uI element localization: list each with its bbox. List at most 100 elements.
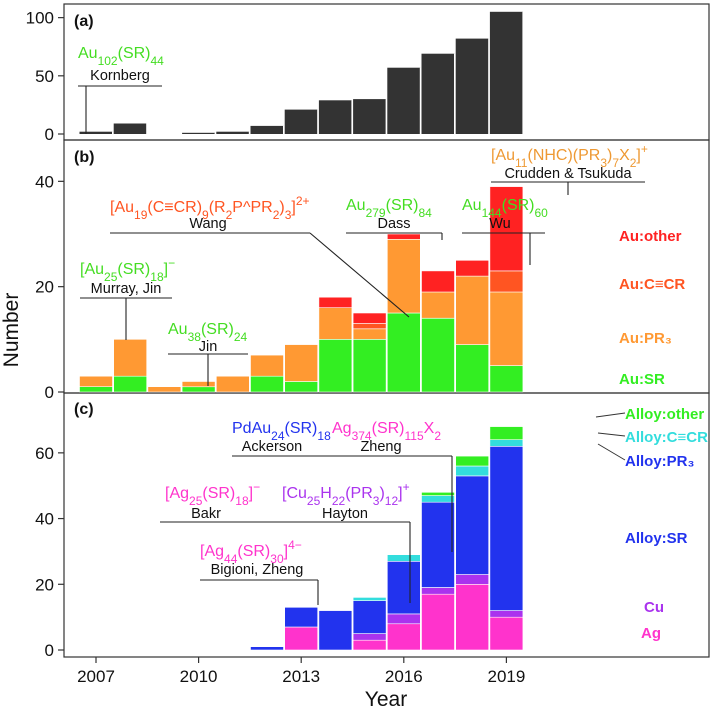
bar-au-pr3-2011 (216, 375, 250, 393)
bar-total-2011 (216, 131, 250, 134)
bar-cu-2016 (386, 613, 421, 625)
bar-au-pr3-2018 (455, 275, 490, 345)
annotation-formula: Ag374(SR)115X2 (332, 420, 441, 443)
bar-alloy-other-2019 (489, 426, 524, 441)
bar-au-pr3-2016 (386, 239, 421, 314)
annotation-caption: Wu (489, 216, 511, 232)
bar-ag-2016 (386, 623, 421, 651)
annotation-formula: [Ag44(SR)30]4− (200, 538, 302, 566)
bar-au-pr3-2010 (181, 381, 216, 388)
x-tick-label: 2013 (282, 667, 320, 686)
y-tick-label: 40 (35, 510, 54, 529)
y-tick-label: 0 (45, 125, 54, 144)
bar-total-2013 (284, 109, 318, 134)
bar-au-other-2014 (318, 296, 353, 309)
bar-au-sr-2010 (181, 386, 216, 393)
annotation-caption: Murray, Jin (91, 281, 162, 297)
x-axis-title: Year (365, 688, 407, 711)
y-tick-label: 0 (45, 383, 54, 402)
bar-au-sr-2019 (489, 365, 524, 393)
bar-alloy-c-cr-2016 (386, 554, 421, 562)
bar-cu-2018 (455, 574, 490, 585)
legend-entry: Ag (641, 625, 661, 642)
legends: Au:other Au:C≡CR Au:PR₃ Au:SR Alloy:other All… (595, 228, 708, 642)
panel-labels: (a) (b) (c) (74, 13, 94, 418)
legend-entry: Alloy:other (625, 406, 704, 423)
bar-au-pr3-2019 (489, 291, 524, 366)
bar-au-other-2016 (386, 233, 421, 240)
annotation-formula: [Cu25H22(PR3)12]+ (282, 480, 410, 508)
bar-alloy-c-cr-2015 (352, 597, 387, 602)
annotation-caption: Crudden & Tsukuda (504, 166, 632, 182)
panel-label: (a) (74, 13, 94, 30)
bar-total-2010 (182, 132, 216, 134)
legend-entry: Au:other (619, 228, 682, 245)
annotation-formula: [Au19(C≡CR)9(R2P^PR2)3]2+ (110, 194, 310, 222)
bar-ag-2019 (489, 616, 524, 651)
annotation-formula: Au102(SR)44 (78, 45, 164, 68)
annotation-formula: [Au11(NHC)(PR3)7X2]+ (491, 142, 648, 170)
annotation-formula: Au279(SR)84 (346, 197, 432, 220)
bar-alloy-other-2018 (455, 455, 490, 467)
bar-total-2015 (353, 99, 387, 134)
annotation-caption: Wang (189, 216, 226, 232)
bar-au-pr3-2017 (421, 291, 455, 319)
annotation-formula: PdAu24(SR)18 (232, 420, 331, 443)
x-tick-label: 2016 (385, 667, 423, 686)
bar-au-sr-2014 (318, 338, 353, 393)
y-tick-label: 50 (35, 67, 54, 86)
bar-total-2007 (79, 131, 113, 134)
panel-label: (b) (74, 149, 94, 166)
bar-cu-2015 (352, 633, 387, 641)
bar-alloy-sr-2016 (386, 560, 421, 615)
annotation-caption: Bigioni, Zheng (211, 562, 304, 578)
bar-au-sr-2013 (284, 381, 319, 393)
annotation-caption: Zheng (360, 439, 401, 455)
legend-entry: Alloy:PR₃ (625, 453, 695, 470)
annotation-formula: [Ag25(SR)18]− (165, 480, 260, 508)
legend-entry: Au:SR (619, 371, 665, 388)
bar-cu-2017 (421, 587, 455, 595)
y-axis-title: Number (0, 293, 23, 368)
legend-pointer (597, 443, 626, 461)
legend-entry: Alloy:SR (625, 530, 688, 547)
bar-total-2014 (318, 100, 352, 134)
bar-au-pr3-2013 (284, 344, 319, 382)
legend-entry: Au:PR₃ (619, 330, 672, 347)
bar-au-pr3-2015 (352, 328, 387, 340)
legend-pointer (595, 412, 626, 418)
bar-au-pr3-2008 (113, 338, 147, 377)
bar-alloy-sr-2014 (318, 610, 353, 651)
bar-alloy-c-cr-2019 (489, 439, 524, 447)
bar-total-2012 (250, 125, 284, 134)
bar-ag-2017 (421, 593, 455, 651)
bar-au-c-cr-2015 (352, 323, 387, 330)
x-tick-label: 2019 (487, 667, 525, 686)
panel-label: (c) (74, 401, 94, 418)
panel-c-frame (63, 392, 710, 658)
x-tick-label: 2007 (77, 667, 115, 686)
panel-b-bars (79, 186, 524, 393)
legend-entry: Cu (644, 599, 664, 616)
bar-ag-2018 (455, 583, 490, 651)
bar-au-sr-2017 (421, 317, 455, 393)
y-tick-label: 100 (26, 9, 54, 28)
bar-au-sr-2015 (352, 338, 387, 393)
bar-cu-2019 (489, 610, 524, 618)
bar-au-pr3-2009 (147, 386, 182, 393)
annotation-leader (309, 232, 410, 318)
bar-alloy-sr-2015 (352, 600, 387, 634)
annotation-formula: Au144(SR)60 (462, 197, 548, 220)
x-tick-label: 2010 (180, 667, 218, 686)
legend-entry: Au:C≡CR (619, 276, 685, 293)
y-tick-label: 0 (45, 641, 54, 660)
bar-alloy-c-cr-2018 (455, 465, 490, 477)
annotation-caption: Kornberg (90, 68, 150, 84)
legend-pointer (597, 432, 626, 437)
x-axis: 2007 2010 2013 2016 2019 (77, 657, 525, 686)
bar-au-pr3-2007 (79, 375, 113, 388)
annotation-caption: Dass (377, 216, 410, 232)
annotation-caption: Hayton (322, 506, 368, 522)
